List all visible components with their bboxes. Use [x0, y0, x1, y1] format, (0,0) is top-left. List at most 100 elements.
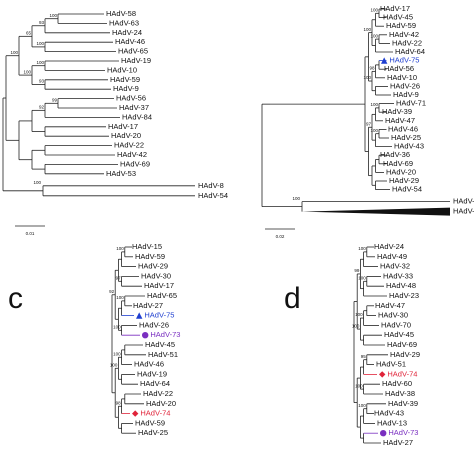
- bootstrap-value: 98: [369, 66, 375, 71]
- leaf-label: HAdV-63: [109, 18, 139, 27]
- leaf-label: HAdV-25: [391, 133, 421, 142]
- bootstrap-value: 100: [370, 102, 378, 107]
- outgroup-label: HAdV-B: [453, 207, 474, 216]
- leaf-label: HAdV-26: [139, 320, 169, 329]
- bootstrap-value: 100: [113, 351, 121, 356]
- leaf-label: HAdV-10: [107, 65, 137, 74]
- marker-diamond: [379, 371, 386, 378]
- bootstrap-value: 100: [358, 403, 366, 408]
- leaf-label: HAdV-74: [140, 409, 170, 418]
- bootstrap-value: 100: [358, 246, 366, 251]
- leaf-label: HAdV-69: [387, 340, 417, 349]
- bootstrap-value: 100: [358, 275, 366, 280]
- leaf-label: HAdV-19: [121, 56, 151, 65]
- bootstrap-value: 100: [110, 362, 118, 367]
- bootstrap-value: 100: [370, 33, 378, 38]
- leaf-label: HAdV-45: [383, 13, 413, 22]
- leaf-label: HAdV-43: [374, 409, 404, 418]
- bootstrap-value: 100: [10, 50, 18, 55]
- leaf-label: HAdV-36: [380, 150, 410, 159]
- leaf-label: HAdV-17: [108, 122, 138, 131]
- leaf-label: HAdV-69: [383, 159, 413, 168]
- leaf-label: HAdV-65: [118, 47, 148, 56]
- leaf-label: HAdV-19: [137, 369, 167, 378]
- leaf-label: HAdV-22: [143, 389, 173, 398]
- marker-diamond: [132, 410, 139, 417]
- leaf-label: HAdV-56: [384, 64, 414, 73]
- leaf-label: HAdV-46: [115, 37, 145, 46]
- bootstrap-value: 100: [36, 41, 44, 46]
- bootstrap-value: 100: [363, 75, 371, 80]
- leaf-label: HAdV-51: [376, 360, 406, 369]
- leaf-label: HAdV-27: [133, 301, 163, 310]
- leaf-label: HAdV-59: [110, 75, 140, 84]
- panel-letter: c: [8, 282, 23, 315]
- leaf-label: HAdV-10: [387, 73, 417, 82]
- marker-circle: [380, 430, 387, 437]
- leaf-label: HAdV-45: [384, 330, 414, 339]
- leaf-label: HAdV-64: [140, 379, 170, 388]
- bootstrap-value: 100: [292, 196, 300, 201]
- leaf-label: HAdV-75: [389, 56, 419, 65]
- leaf-label: HAdV-70: [381, 320, 411, 329]
- leaf-label: HAdV-9: [393, 90, 419, 99]
- leaf-label: HAdV-73: [388, 428, 418, 437]
- leaf-label: HAdV-60: [382, 379, 412, 388]
- leaf-label: HAdV-38: [385, 389, 415, 398]
- leaf-label: HAdV-64: [395, 47, 425, 56]
- leaf-label: HAdV-84: [122, 112, 152, 121]
- leaf-label: HAdV-47: [375, 301, 405, 310]
- leaf-label: HAdV-20: [386, 167, 416, 176]
- leaf-label: HAdV-43: [394, 142, 424, 151]
- outgroup-label: HAdV-8: [198, 181, 224, 190]
- leaf-label: HAdV-29: [138, 262, 168, 271]
- leaf-label: HAdV-13: [377, 418, 407, 427]
- scale-label: 0.02: [276, 234, 285, 239]
- bootstrap-value: 100: [116, 295, 124, 300]
- leaf-label: HAdV-45: [145, 340, 175, 349]
- leaf-label: HAdV-29: [390, 350, 420, 359]
- leaf-label: HAdV-42: [389, 30, 419, 39]
- leaf-label: HAdV-73: [150, 330, 180, 339]
- bootstrap-value: 97: [366, 121, 372, 126]
- bootstrap-value: 100: [49, 13, 57, 18]
- leaf-label: HAdV-32: [380, 262, 410, 271]
- clade-triangle: [302, 207, 450, 216]
- bootstrap-value: 100: [113, 324, 121, 329]
- leaf-label: HAdV-59: [386, 21, 416, 30]
- leaf-label: HAdV-54: [392, 185, 422, 194]
- bootstrap-value: 98: [116, 400, 122, 405]
- outgroup-label: HAdV-C: [453, 197, 474, 206]
- leaf-label: HAdV-51: [148, 350, 178, 359]
- leaf-label: HAdV-23: [389, 291, 419, 300]
- bootstrap-value: 100: [352, 323, 360, 328]
- leaf-label: HAdV-74: [387, 369, 417, 378]
- bootstrap-value: 92: [39, 105, 45, 110]
- leaf-label: HAdV-26: [390, 81, 420, 90]
- leaf-label: HAdV-53: [106, 169, 136, 178]
- leaf-label: HAdV-27: [383, 438, 413, 447]
- leaf-label: HAdV-46: [388, 124, 418, 133]
- leaf-label: HAdV-46: [134, 360, 164, 369]
- leaf-label: HAdV-25: [138, 428, 168, 437]
- bootstrap-value: 100: [370, 128, 378, 133]
- leaf-label: HAdV-9: [113, 84, 139, 93]
- leaf-label: HAdV-33: [383, 271, 413, 280]
- bootstrap-value: 100: [355, 312, 363, 317]
- bootstrap-value: 100: [363, 27, 371, 32]
- bootstrap-value: 99: [52, 97, 58, 102]
- leaf-label: HAdV-22: [114, 141, 144, 150]
- leaf-label: HAdV-39: [382, 107, 412, 116]
- bootstrap-value: 65: [26, 31, 32, 36]
- leaf-label: HAdV-42: [117, 150, 147, 159]
- bootstrap-value: 100: [33, 180, 41, 185]
- leaf-label: HAdV-59: [135, 252, 165, 261]
- leaf-label: HAdV-59: [135, 418, 165, 427]
- leaf-label: HAdV-30: [141, 271, 171, 280]
- bootstrap-value: 95: [361, 354, 367, 359]
- leaf-label: HAdV-69: [120, 159, 150, 168]
- leaf-label: HAdV-22: [392, 38, 422, 47]
- leaf-label: HAdV-37: [119, 103, 149, 112]
- leaf-label: HAdV-75: [144, 311, 174, 320]
- leaf-label: HAdV-30: [378, 311, 408, 320]
